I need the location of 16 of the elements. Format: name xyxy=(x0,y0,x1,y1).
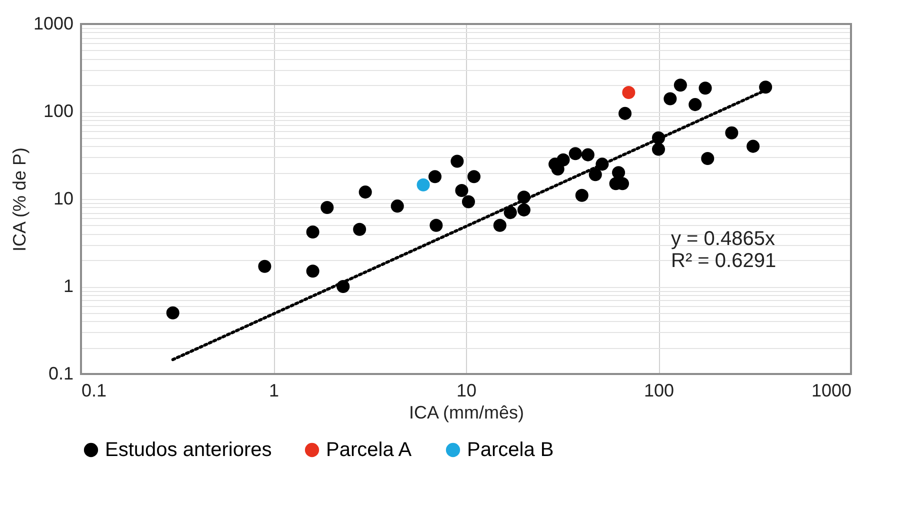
y-axis-title: ICA (% de P) xyxy=(9,147,30,252)
x-tick-label: 1 xyxy=(268,380,280,400)
legend-label: Parcela B xyxy=(467,439,554,461)
legend-label: Parcela A xyxy=(326,439,412,461)
x-tick-label: 10 xyxy=(456,380,477,400)
y-tick-label: 100 xyxy=(43,101,74,121)
y-tick-label: 10 xyxy=(53,188,74,208)
x-tick-label: 1000 xyxy=(811,380,852,400)
x-tick-label: 0.1 xyxy=(82,380,107,400)
x-axis-title: ICA (mm/mês) xyxy=(409,402,524,422)
y-tick-label: 1 xyxy=(63,276,74,296)
annotation: y = 0.4865x R² = 0.6291 xyxy=(671,228,776,272)
y-tick-label: 1000 xyxy=(33,14,74,34)
legend-label: Estudos anteriores xyxy=(105,439,272,461)
x-tick-label: 100 xyxy=(644,380,674,400)
y-tick-label: 0.1 xyxy=(48,364,74,384)
